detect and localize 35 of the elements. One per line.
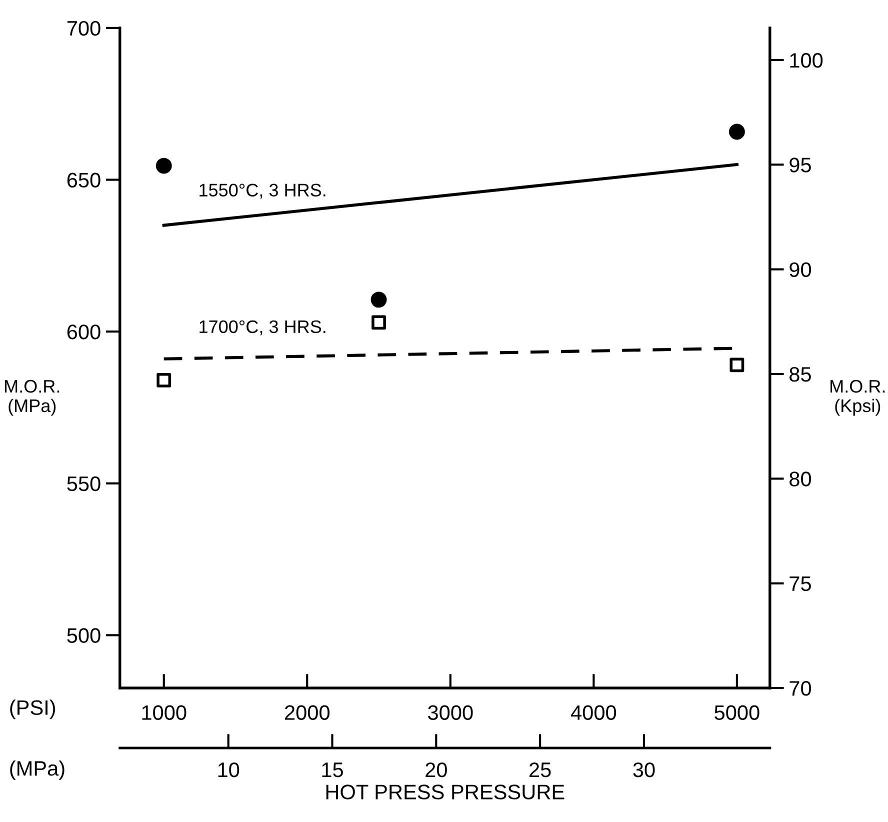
y2-tick-label: 85 [790,366,811,382]
y-axis-title: M.O.R. (MPa) [5,380,60,416]
y2-tick-label: 95 [790,158,811,172]
y-tick-label: 550 [67,476,100,492]
x-tick-label: 4000 [570,705,616,720]
point [156,158,172,174]
y2-tick-label: 100 [790,52,823,68]
x2-tick-label: 15 [322,762,343,778]
point [730,358,744,372]
series-label: 1700°C, 3 HRS. [200,320,326,336]
series-label: 1550°C, 3 HRS. [200,184,326,199]
text: (MPa) [10,760,64,780]
x-axis-title: HOT PRESS PRESSURE [326,784,564,800]
x2-tick-label: 20 [426,762,447,778]
y2-axis-title: M.O.R. (Kpsi) [830,380,885,416]
x-tick-label: 2000 [285,705,330,720]
y-tick-label: 600 [67,324,100,340]
x-tick-label: 1000 [142,705,186,720]
point [156,372,172,388]
x2-tick-label: 30 [633,762,655,778]
point [728,124,745,140]
point [372,315,386,330]
text: (PSI) [10,700,56,720]
x-tick-label: 5000 [714,705,760,720]
x2-tick-label: 25 [530,762,551,778]
x-tick-label: 3000 [428,705,473,720]
point [370,292,387,308]
y-tick-label: 700 [67,20,100,36]
y-tick-label: 650 [67,172,100,188]
y2-tick-label: 75 [790,576,811,592]
x2-tick-label: 10 [218,762,240,778]
y2-tick-label: 70 [790,681,812,696]
y2-tick-label: 80 [790,472,812,486]
y-tick-label: 500 [67,628,100,643]
y2-tick-label: 90 [790,262,812,278]
